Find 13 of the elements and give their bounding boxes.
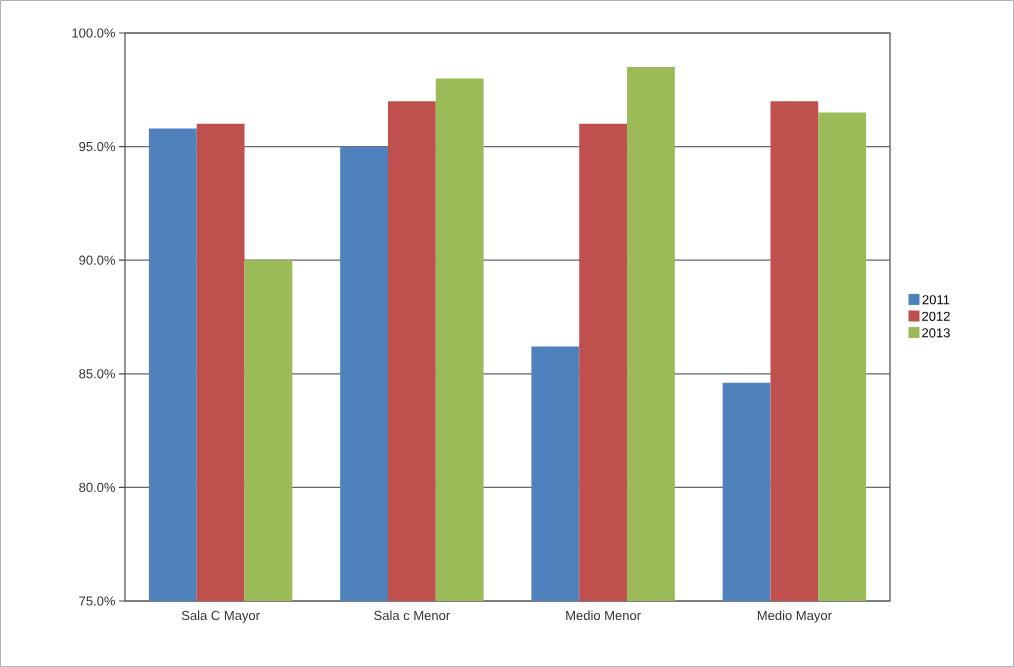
y-tick-label: 80.0%: [79, 482, 116, 492]
x-tick-label: Medio Mayor: [757, 610, 832, 623]
y-tick-label: 90.0%: [79, 255, 116, 265]
x-tick-label: Sala C Mayor: [181, 610, 260, 623]
y-tick-label: 85.0%: [79, 369, 116, 379]
legend-label: 2013: [922, 328, 950, 338]
y-tick-label: 75.0%: [79, 596, 116, 606]
x-tick-label: Sala c Menor: [374, 610, 450, 621]
y-tick-label: 100.0%: [72, 28, 116, 38]
x-tick-label: Medio Menor: [566, 610, 641, 621]
legend-label: 2012: [922, 311, 950, 321]
y-tick-label: 95.0%: [79, 141, 116, 152]
legend-label: 2011: [922, 295, 950, 305]
